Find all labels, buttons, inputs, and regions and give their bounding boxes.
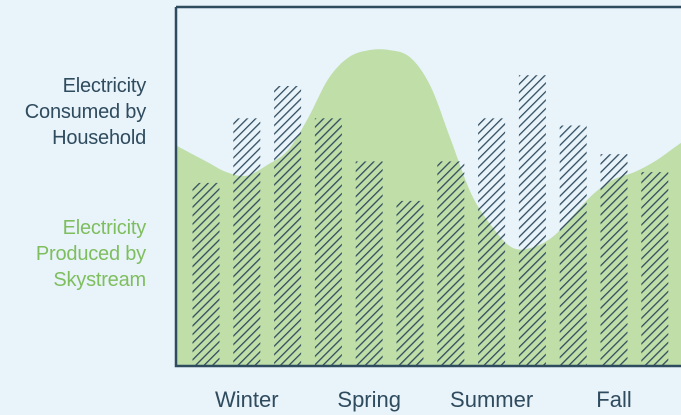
x-tick-label: Fall (596, 387, 631, 412)
consumed-bar (478, 118, 506, 366)
consumed-bar (437, 161, 465, 366)
consumed-bar (314, 118, 342, 366)
x-axis-labels: Winter Spring Summer Fall (215, 387, 632, 412)
consumed-bar (192, 182, 220, 366)
x-tick-label: Spring (337, 387, 401, 412)
legend-consumed-label: Electricity Consumed by Household (24, 75, 146, 149)
produced-area (176, 49, 681, 366)
consumed-bar (274, 86, 302, 366)
consumed-bar (233, 118, 261, 366)
consumed-bar (600, 154, 628, 366)
plot-frame (174, 5, 681, 368)
consumed-bar (355, 161, 383, 366)
consumed-bar (518, 75, 546, 366)
legend-produced-label: Electricity Produced by Skystream (35, 217, 146, 291)
consumed-bar (559, 125, 587, 366)
x-tick-label: Summer (450, 387, 533, 412)
x-tick-label: Winter (215, 387, 279, 412)
consumed-bar (396, 200, 424, 366)
plot-area (176, 49, 681, 366)
consumed-bar (641, 172, 669, 366)
